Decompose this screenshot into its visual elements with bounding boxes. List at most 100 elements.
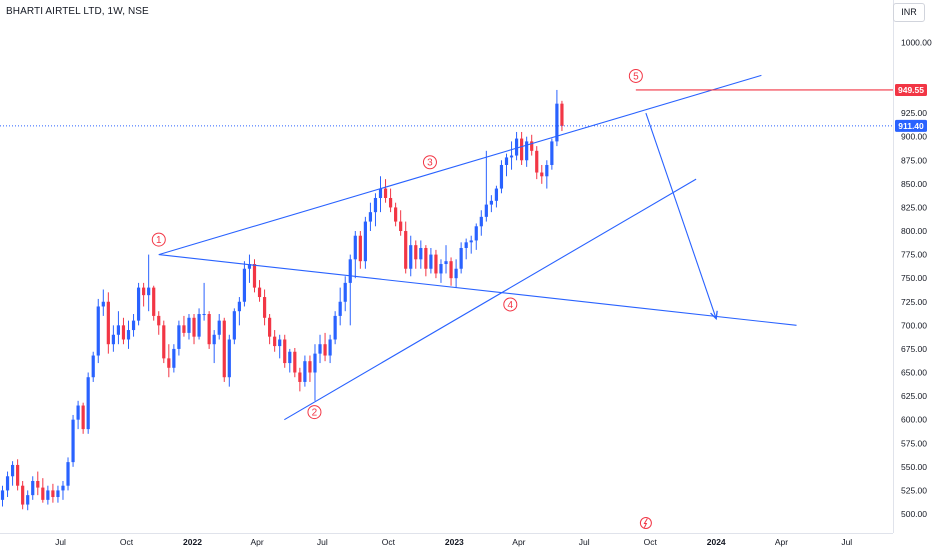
candle-body xyxy=(46,490,50,500)
candle-body xyxy=(363,221,367,262)
y-tick-label: 925.00 xyxy=(901,108,927,118)
price-axis[interactable] xyxy=(893,0,932,533)
candle-body xyxy=(489,200,493,205)
price-badge-marked_high: 949.55 xyxy=(898,85,924,95)
candle-body xyxy=(10,464,15,477)
candle-body xyxy=(121,325,126,340)
price-badge-bg-last_price xyxy=(895,119,927,132)
y-tick-label: 850.00 xyxy=(901,179,927,189)
x-tick-label: Apr xyxy=(775,537,788,547)
y-tick-label: 750.00 xyxy=(901,273,927,283)
candle-body xyxy=(514,138,519,156)
candle-body xyxy=(91,355,95,378)
candle-body xyxy=(550,141,554,165)
wave-circle-4 xyxy=(503,297,518,312)
candle-body xyxy=(525,141,529,161)
candle-body xyxy=(333,315,337,340)
candle-body xyxy=(222,320,226,378)
y-tick-label: 525.00 xyxy=(901,485,927,495)
y-tick-label: 775.00 xyxy=(901,250,927,260)
symbol-title: BHARTI AIRTEL LTD, 1W, NSE xyxy=(6,6,149,17)
y-tick-label: 625.00 xyxy=(901,391,927,401)
candle-body xyxy=(227,339,231,378)
x-tick-label: Oct xyxy=(120,537,134,547)
x-tick-label: 2023 xyxy=(445,537,464,547)
candle-body xyxy=(268,317,272,337)
candle-body xyxy=(247,264,252,269)
candle-body xyxy=(177,325,181,349)
candle-body xyxy=(76,405,80,420)
trendline-wave-1-4-line xyxy=(158,254,797,326)
candle-body xyxy=(504,157,509,165)
candle-body xyxy=(530,141,534,151)
x-tick-label: Apr xyxy=(512,537,525,547)
candle-body xyxy=(31,480,35,496)
candle-body xyxy=(353,235,357,260)
y-tick-label: 825.00 xyxy=(901,202,927,212)
y-tick-label: 650.00 xyxy=(901,368,927,378)
price-badge-last_price: 911.40 xyxy=(898,121,924,131)
candle-body xyxy=(152,287,156,316)
candle-body xyxy=(469,240,473,243)
candle-body xyxy=(494,188,499,201)
y-tick-label: 500.00 xyxy=(901,509,927,519)
y-tick-label: 700.00 xyxy=(901,320,927,330)
candle-body xyxy=(162,325,166,359)
candle-body xyxy=(172,348,176,368)
trendline-projection-arrow xyxy=(645,112,717,319)
candle-body xyxy=(555,103,559,142)
x-tick-label: Jul xyxy=(55,537,66,547)
candle-body xyxy=(499,164,504,189)
currency-badge[interactable]: INR xyxy=(893,3,925,22)
lightning-icon xyxy=(643,518,648,528)
candle-body xyxy=(318,344,322,354)
candle-body xyxy=(217,320,221,335)
candle-body xyxy=(167,358,171,368)
candle-body xyxy=(424,247,428,269)
candle-body xyxy=(197,314,201,337)
candle-body xyxy=(303,361,307,382)
trendline-upper-channel xyxy=(158,74,762,256)
time-axis[interactable] xyxy=(0,533,893,551)
x-tick-label: Oct xyxy=(644,537,658,547)
candle-body xyxy=(479,216,483,227)
candle-body xyxy=(106,301,110,345)
drawings xyxy=(0,74,893,421)
candle-body xyxy=(323,344,327,356)
candle-body xyxy=(116,325,121,335)
candle-body xyxy=(535,150,539,173)
candle-body xyxy=(439,264,443,274)
candle-body xyxy=(0,490,5,500)
candle-body xyxy=(273,336,277,347)
candle-body xyxy=(454,268,458,279)
wave-label-3: 3 xyxy=(427,158,433,169)
candle-body xyxy=(409,245,413,269)
wave-label-5: 5 xyxy=(633,71,639,82)
candle-body xyxy=(252,264,257,288)
wave-circle-1 xyxy=(151,232,166,247)
candle-body xyxy=(540,172,544,177)
candle-body xyxy=(343,282,347,302)
candle-body xyxy=(464,242,468,248)
candle-body xyxy=(348,259,352,283)
candle-body xyxy=(192,317,196,337)
candle-body xyxy=(36,480,40,488)
candle-body xyxy=(474,226,478,241)
candle-body xyxy=(101,301,105,307)
candle-body xyxy=(520,138,524,161)
candle-body xyxy=(207,314,211,345)
x-tick-label: Jul xyxy=(841,537,852,547)
candle-body xyxy=(368,212,373,222)
candle-body xyxy=(545,164,549,177)
candle-body xyxy=(157,315,161,326)
candle-body xyxy=(187,317,191,333)
y-tick-label: 900.00 xyxy=(901,132,927,142)
candle-body xyxy=(373,197,378,213)
wave-circle-3 xyxy=(422,155,437,170)
x-tick-label: 2022 xyxy=(183,537,202,547)
y-tick-label: 1000.00 xyxy=(901,37,932,47)
candle-body xyxy=(388,197,393,208)
candle-body xyxy=(131,320,136,331)
